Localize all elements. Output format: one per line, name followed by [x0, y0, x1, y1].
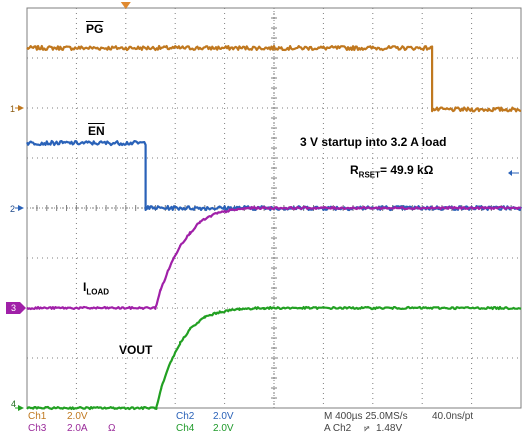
annotation-title: 3 V startup into 3.2 A load — [300, 135, 447, 149]
iload-label-sub: LOAD — [86, 287, 110, 297]
ch2-marker-label: 2 — [10, 204, 16, 214]
ch1-ground-marker — [18, 105, 24, 111]
trigger-level: 1.48V — [376, 423, 403, 434]
trace-en — [26, 139, 522, 212]
annotation-rset: RRSET= 49.9 kΩ — [350, 163, 433, 179]
pg-label: PG — [86, 22, 104, 36]
ch2-scale: 2.0V — [213, 411, 234, 422]
trace-vout — [26, 305, 522, 411]
rset-value: = 49.9 kΩ — [380, 163, 434, 177]
ch4-scale: 2.0V — [213, 423, 234, 434]
rset-subscript: RSET — [358, 170, 381, 180]
ch4-name: Ch4 — [176, 423, 195, 434]
ch3-marker-label: 3 — [11, 303, 17, 313]
ch3-scale: 2.0A — [67, 423, 88, 434]
record-rate: 40.0ns/pt — [432, 411, 474, 422]
ch2-ground-marker — [18, 205, 24, 211]
ch3-ground-marker — [6, 302, 26, 314]
ch1-scale: 2.0V — [67, 411, 88, 422]
rset-symbol: R — [350, 163, 359, 177]
en-label: EN — [88, 124, 105, 138]
triangle-down-icon — [120, 2, 131, 9]
trace-pg — [26, 44, 522, 113]
ch3-ohm: Ω — [108, 423, 116, 434]
ch1-name: Ch1 — [28, 411, 47, 422]
ch4-ground-marker — [18, 405, 24, 411]
iload-label-main: I — [83, 280, 87, 294]
ch1-marker-label: 1 — [10, 104, 16, 114]
ch3-name: Ch3 — [28, 423, 47, 434]
ch2-name: Ch2 — [176, 411, 195, 422]
ch4-marker-label: 4 — [11, 399, 17, 409]
arrow-left-icon — [508, 170, 512, 176]
traces — [26, 44, 522, 411]
iload-label: ILOAD — [83, 280, 109, 296]
trace-iload — [26, 205, 522, 311]
channel-markers — [6, 2, 519, 411]
trigger-slope-icon: ⦬ — [364, 423, 370, 434]
timebase: M 400µs 25.0MS/s — [324, 411, 408, 422]
trigger-source: A Ch2 — [324, 423, 352, 434]
vout-label: VOUT — [119, 343, 153, 357]
